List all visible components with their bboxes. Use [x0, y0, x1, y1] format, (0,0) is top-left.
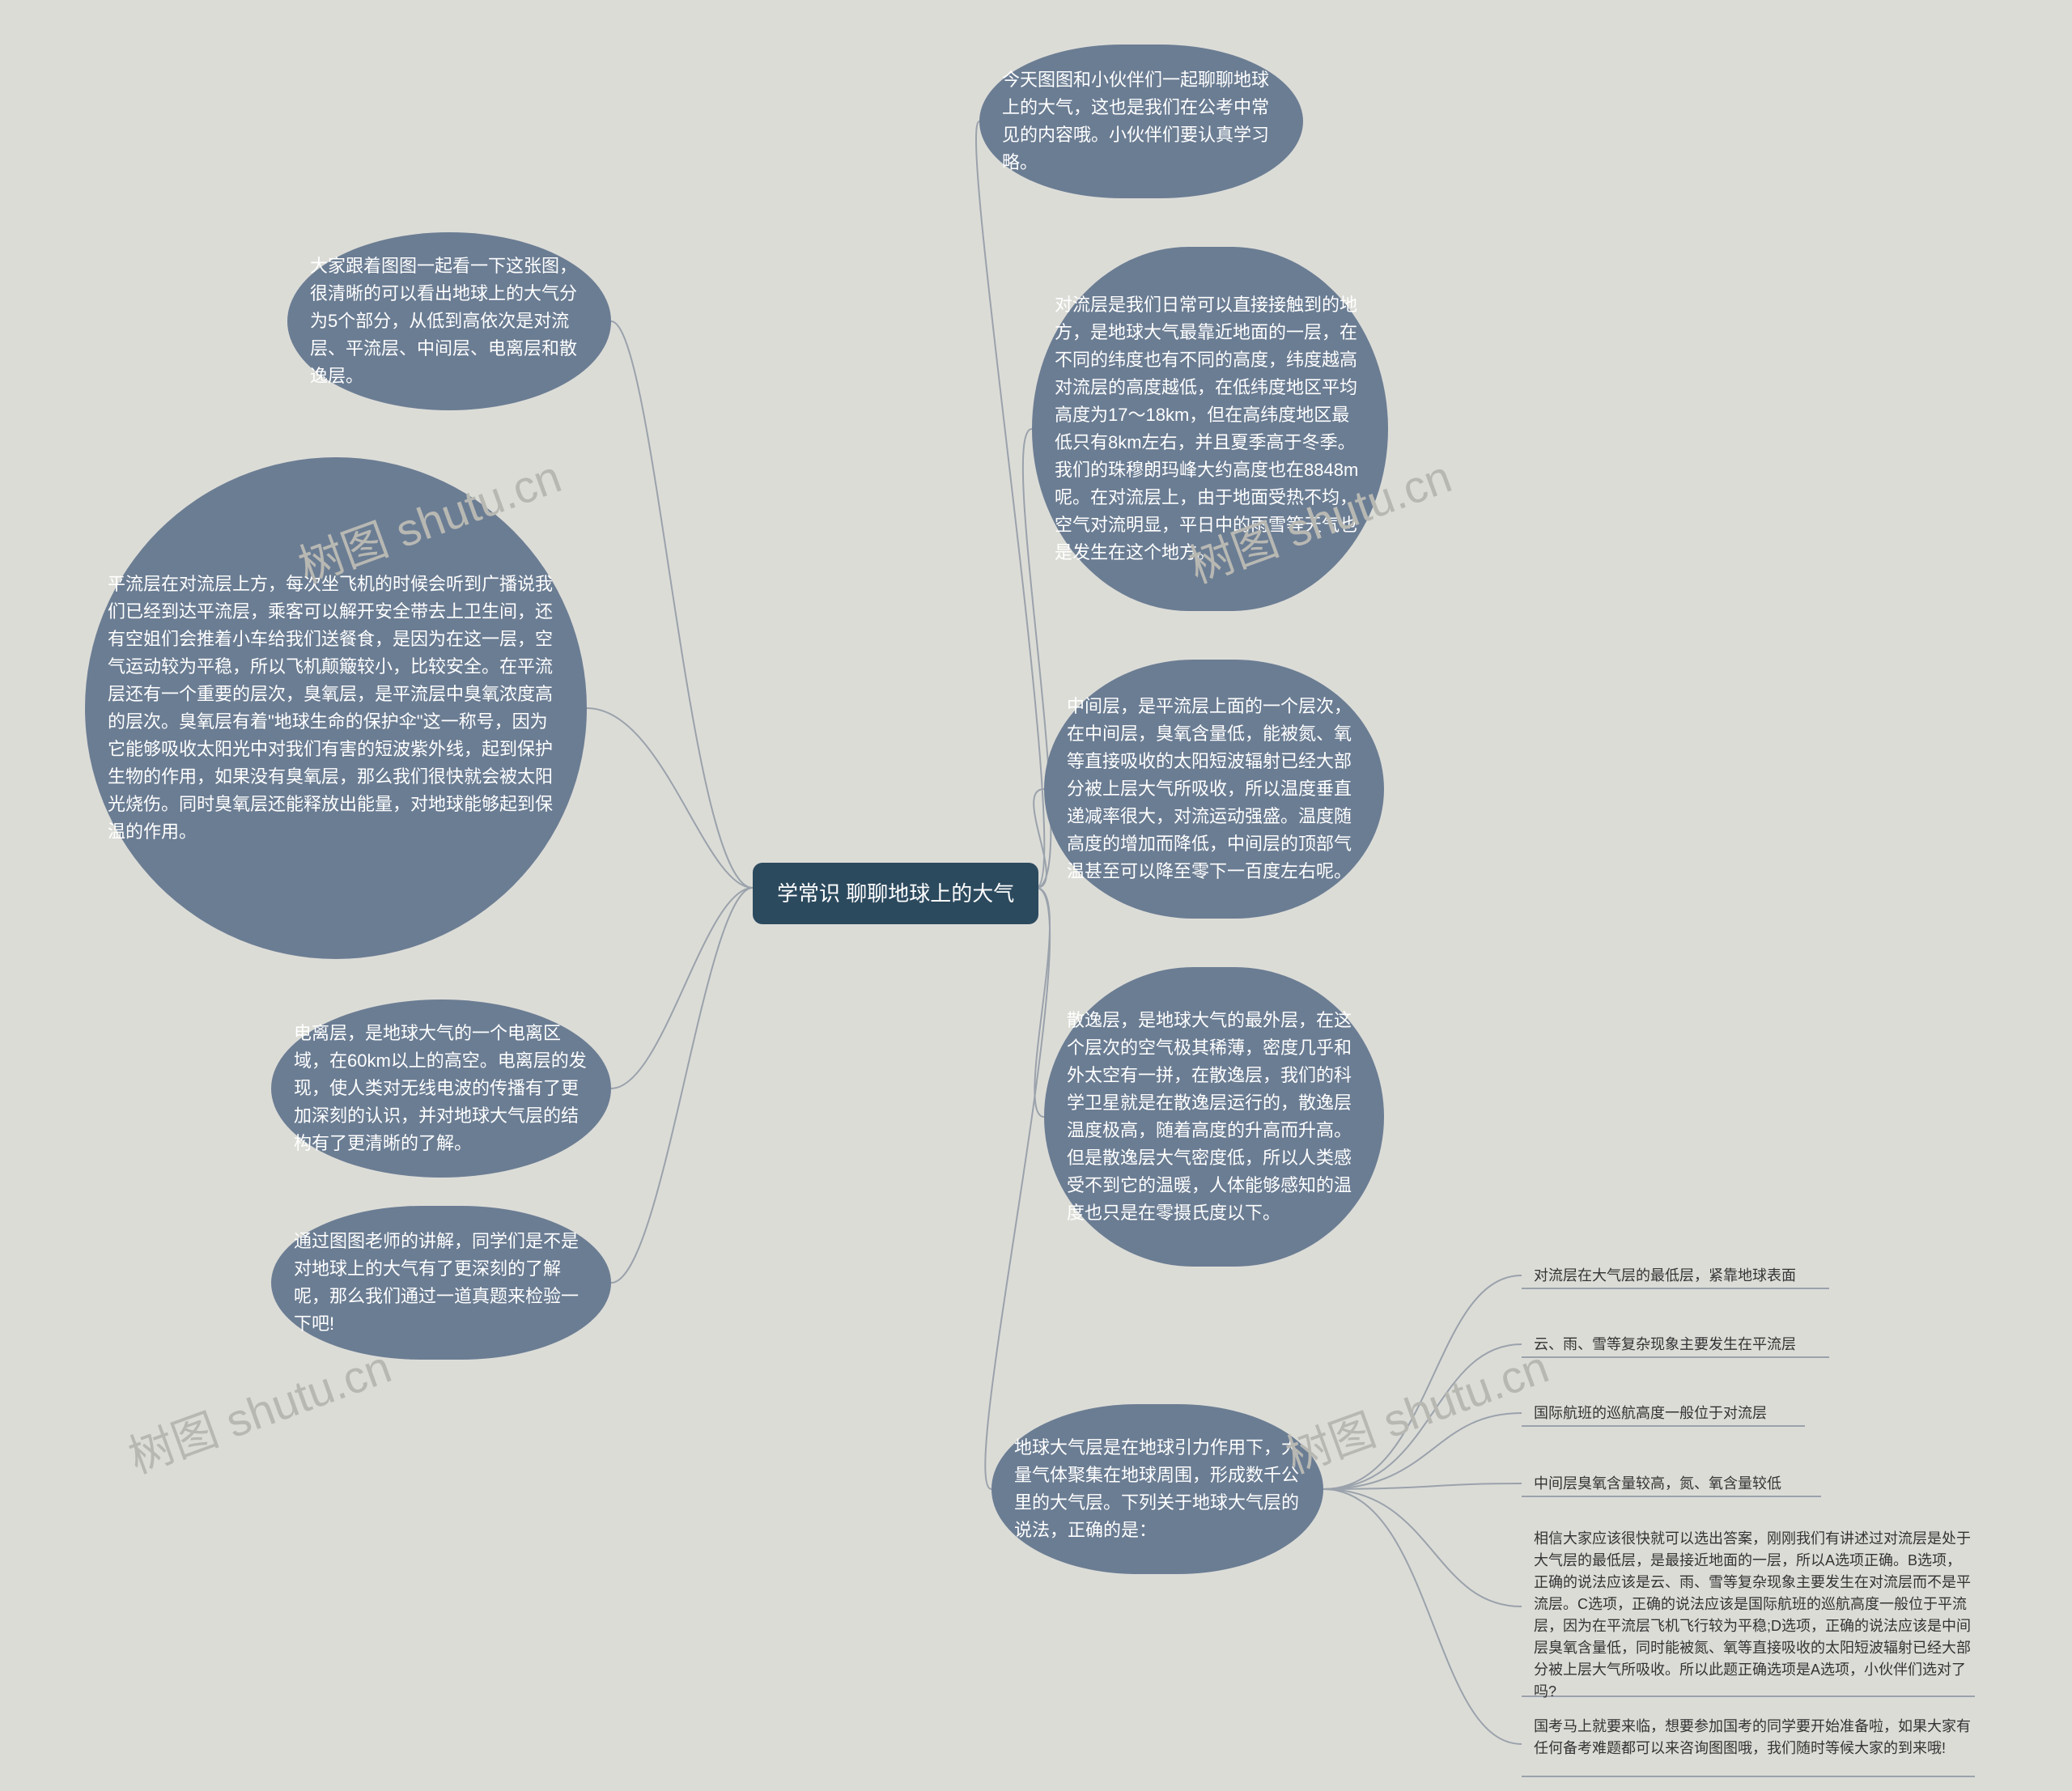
- branch-text: 对流层是我们日常可以直接接触到的地方，是地球大气最靠近地面的一层，在不同的纬度也…: [1055, 291, 1365, 567]
- branch-node: 平流层在对流层上方，每次坐飞机的时候会听到广播说我们已经到达平流层，乘客可以解开…: [85, 457, 587, 959]
- branch-node: 对流层是我们日常可以直接接触到的地方，是地球大气最靠近地面的一层，在不同的纬度也…: [1032, 247, 1388, 611]
- leaf-node: 相信大家应该很快就可以选出答案，刚刚我们有讲述过对流层是处于大气层的最低层，是最…: [1534, 1528, 1971, 1703]
- connector-path: [1323, 1489, 1522, 1606]
- connector-path: [611, 888, 753, 1089]
- connector-path: [587, 708, 753, 888]
- watermark: 树图 shutu.cn: [118, 1331, 399, 1486]
- branch-text: 地球大气层是在地球引力作用下，大量气体聚集在地球周围，形成数千公里的大气层。下列…: [1014, 1434, 1301, 1544]
- center-text: 学常识 聊聊地球上的大气: [777, 877, 1014, 910]
- connector-path: [611, 888, 753, 1283]
- connector-path: [985, 888, 1050, 1489]
- branch-node: 中间层，是平流层上面的一个层次，在中间层，臭氧含量低，能被氮、氧等直接吸收的太阳…: [1044, 660, 1384, 919]
- watermark: 树图 shutu.cn: [1276, 1331, 1556, 1486]
- leaf-node: 云、雨、雪等复杂现象主要发生在平流层: [1534, 1334, 1906, 1356]
- branch-node: 地球大气层是在地球引力作用下，大量气体聚集在地球周围，形成数千公里的大气层。下列…: [991, 1404, 1323, 1574]
- center-node: 学常识 聊聊地球上的大气: [753, 863, 1038, 924]
- branch-text: 中间层，是平流层上面的一个层次，在中间层，臭氧含量低，能被氮、氧等直接吸收的太阳…: [1067, 693, 1361, 886]
- leaf-node: 对流层在大气层的最低层，紧靠地球表面: [1534, 1265, 1906, 1287]
- connector-path: [1323, 1483, 1522, 1489]
- branch-text: 散逸层，是地球大气的最外层，在这个层次的空气极其稀薄，密度几乎和外太空有一拼，在…: [1067, 1007, 1361, 1228]
- branch-node: 大家跟着图图一起看一下这张图，很清晰的可以看出地球上的大气分为5个部分，从低到高…: [287, 232, 611, 410]
- branch-text: 通过图图老师的讲解，同学们是不是对地球上的大气有了更深刻的了解呢，那么我们通过一…: [294, 1228, 588, 1338]
- branch-text: 大家跟着图图一起看一下这张图，很清晰的可以看出地球上的大气分为5个部分，从低到高…: [310, 253, 588, 390]
- connector-path: [1323, 1344, 1522, 1489]
- branch-text: 今天图图和小伙伴们一起聊聊地球上的大气，这也是我们在公考中常见的内容哦。小伙伴们…: [1002, 66, 1280, 176]
- branch-node: 今天图图和小伙伴们一起聊聊地球上的大气，这也是我们在公考中常见的内容哦。小伙伴们…: [979, 45, 1303, 198]
- branch-text: 电离层，是地球大气的一个电离区域，在60km以上的高空。电离层的发现，使人类对无…: [294, 1020, 588, 1157]
- connector-path: [1323, 1275, 1522, 1489]
- leaf-node: 中间层臭氧含量较高，氮、氧含量较低: [1534, 1473, 1906, 1495]
- leaf-node: 国际航班的巡航高度一般位于对流层: [1534, 1403, 1906, 1424]
- branch-node: 电离层，是地球大气的一个电离区域，在60km以上的高空。电离层的发现，使人类对无…: [271, 999, 611, 1178]
- leaf-node: 国考马上就要来临，想要参加国考的同学要开始准备啦，如果大家有任何备考难题都可以来…: [1534, 1716, 1971, 1759]
- connector-path: [1323, 1489, 1522, 1744]
- connector-path: [1323, 1413, 1522, 1489]
- branch-node: 通过图图老师的讲解，同学们是不是对地球上的大气有了更深刻的了解呢，那么我们通过一…: [271, 1206, 611, 1360]
- connector-path: [611, 321, 753, 888]
- connector-path: [976, 121, 1044, 888]
- branch-node: 散逸层，是地球大气的最外层，在这个层次的空气极其稀薄，密度几乎和外太空有一拼，在…: [1044, 967, 1384, 1267]
- branch-text: 平流层在对流层上方，每次坐飞机的时候会听到广播说我们已经到达平流层，乘客可以解开…: [108, 571, 564, 847]
